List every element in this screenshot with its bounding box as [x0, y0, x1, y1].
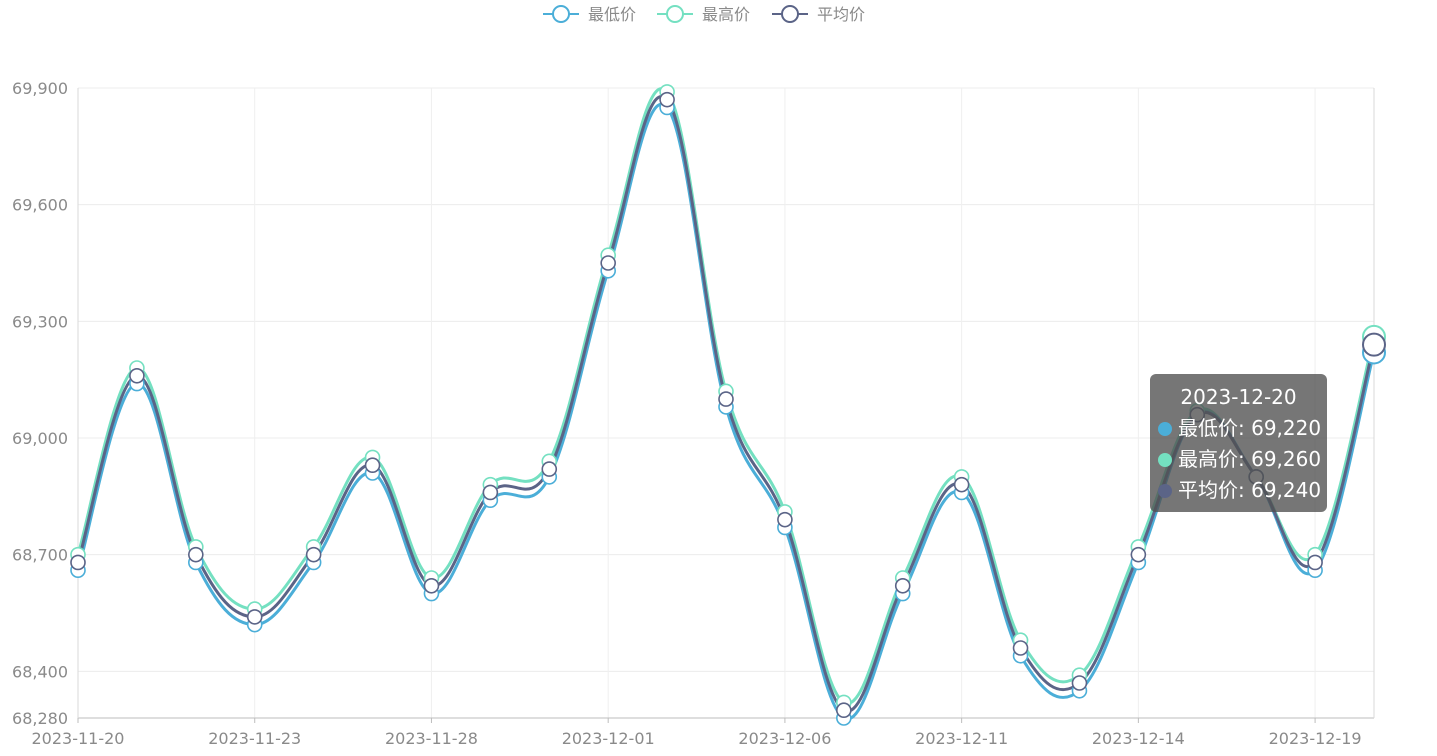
x-tick-label: 2023-11-23	[208, 729, 301, 748]
data-point[interactable]	[1362, 332, 1386, 357]
legend-label: 平均价	[817, 5, 865, 24]
tooltip-high-label: 最高价: 69,260	[1178, 447, 1322, 471]
hover-tooltip: 2023-12-20 最低价: 69,220 最高价: 69,260 平均价: …	[1150, 374, 1327, 512]
data-point[interactable]	[188, 546, 204, 563]
data-point[interactable]	[364, 457, 381, 474]
y-tick-label: 68,280	[12, 709, 68, 728]
tooltip-average-label: 平均价: 69,240	[1178, 478, 1322, 502]
x-tick-label: 2023-12-19	[1269, 729, 1362, 748]
data-point[interactable]	[953, 476, 970, 493]
data-point[interactable]	[1307, 554, 1323, 571]
data-point[interactable]	[482, 484, 499, 501]
legend-circle-icon	[552, 5, 570, 23]
x-tick-label: 2023-12-01	[562, 729, 655, 748]
legend-circle-icon	[666, 5, 684, 23]
data-point[interactable]	[894, 577, 911, 594]
data-point[interactable]	[1012, 640, 1029, 656]
tooltip-average-dot	[1158, 483, 1172, 498]
legend-circle-icon	[781, 5, 799, 23]
y-tick-label: 68,400	[12, 662, 68, 681]
x-tick-label: 2023-12-06	[738, 729, 831, 748]
data-point[interactable]	[129, 367, 145, 384]
tooltip-row-average: 平均价: 69,240	[1158, 475, 1322, 506]
tooltip-title: 2023-12-20	[1180, 385, 1297, 409]
tooltip-low-dot	[1158, 421, 1172, 436]
data-point[interactable]	[659, 91, 675, 108]
y-tick-label: 69,300	[12, 312, 68, 331]
data-point[interactable]	[70, 554, 86, 571]
data-point[interactable]	[246, 609, 263, 625]
data-point[interactable]	[836, 702, 852, 719]
legend-label: 最高价	[702, 5, 750, 24]
data-point[interactable]	[718, 391, 734, 407]
tooltip-row-low: 最低价: 69,220	[1158, 413, 1322, 444]
legend-label: 最低价	[588, 5, 636, 24]
x-tick-label: 2023-12-14	[1092, 729, 1185, 748]
tooltip-low-label: 最低价: 69,220	[1178, 416, 1322, 440]
y-tick-label: 68,700	[12, 546, 68, 565]
x-tick-label: 2023-11-20	[32, 729, 125, 748]
x-tick-label: 2023-12-11	[915, 729, 1008, 748]
tooltip-high-dot	[1158, 452, 1172, 467]
data-point[interactable]	[305, 546, 322, 563]
data-point[interactable]	[1071, 675, 1088, 691]
data-point[interactable]	[1130, 546, 1147, 563]
data-point[interactable]	[600, 255, 616, 271]
y-tick-label: 69,000	[12, 429, 68, 448]
y-tick-label: 69,900	[12, 79, 68, 98]
y-tick-label: 69,600	[12, 196, 68, 215]
tooltip-row-high: 最高价: 69,260	[1158, 444, 1322, 475]
data-point[interactable]	[777, 511, 793, 528]
legend[interactable]: 最低价 最高价 平均价	[543, 5, 865, 24]
x-tick-label: 2023-11-28	[385, 729, 478, 748]
legend-item[interactable]: 平均价	[772, 5, 865, 24]
legend-item[interactable]: 最高价	[657, 5, 750, 24]
legend-item[interactable]: 最低价	[543, 5, 636, 24]
data-point[interactable]	[541, 461, 558, 477]
data-point[interactable]	[423, 577, 440, 594]
